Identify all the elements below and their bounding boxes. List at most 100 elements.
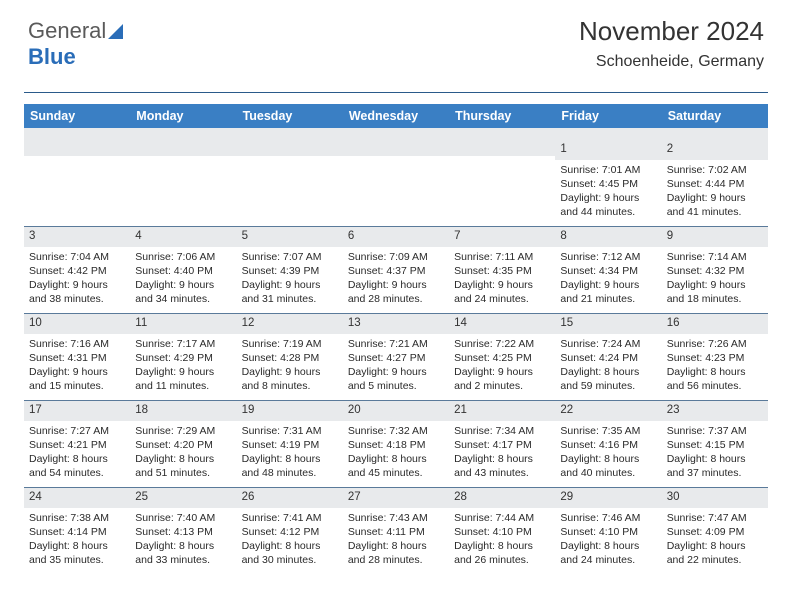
day-number: 14 [449, 314, 555, 334]
day-cell: 4Sunrise: 7:06 AMSunset: 4:40 PMDaylight… [130, 227, 236, 313]
day-cell: 1Sunrise: 7:01 AMSunset: 4:45 PMDaylight… [555, 140, 661, 226]
daylight-text: Daylight: 9 hours and 5 minutes. [348, 365, 444, 393]
sunset-text: Sunset: 4:27 PM [348, 351, 444, 365]
day-number [130, 140, 236, 156]
daylight-text: Daylight: 9 hours and 2 minutes. [454, 365, 550, 393]
day-cell: 17Sunrise: 7:27 AMSunset: 4:21 PMDayligh… [24, 401, 130, 487]
day-cell: 11Sunrise: 7:17 AMSunset: 4:29 PMDayligh… [130, 314, 236, 400]
sunrise-text: Sunrise: 7:43 AM [348, 511, 444, 525]
sunrise-text: Sunrise: 7:09 AM [348, 250, 444, 264]
sunrise-text: Sunrise: 7:40 AM [135, 511, 231, 525]
sunset-text: Sunset: 4:29 PM [135, 351, 231, 365]
day-number: 6 [343, 227, 449, 247]
logo-text-2: Blue [28, 44, 76, 69]
day-number: 28 [449, 488, 555, 508]
day-number: 22 [555, 401, 661, 421]
sunset-text: Sunset: 4:17 PM [454, 438, 550, 452]
day-cell: 30Sunrise: 7:47 AMSunset: 4:09 PMDayligh… [662, 488, 768, 574]
sunrise-text: Sunrise: 7:04 AM [29, 250, 125, 264]
sunset-text: Sunset: 4:20 PM [135, 438, 231, 452]
day-cell: 13Sunrise: 7:21 AMSunset: 4:27 PMDayligh… [343, 314, 449, 400]
sunset-text: Sunset: 4:35 PM [454, 264, 550, 278]
sunset-text: Sunset: 4:10 PM [454, 525, 550, 539]
day-cell [237, 140, 343, 226]
page-title: November 2024 [579, 16, 764, 47]
day-number: 25 [130, 488, 236, 508]
day-number: 12 [237, 314, 343, 334]
day-number [237, 140, 343, 156]
day-cell: 15Sunrise: 7:24 AMSunset: 4:24 PMDayligh… [555, 314, 661, 400]
sunrise-text: Sunrise: 7:17 AM [135, 337, 231, 351]
sunrise-text: Sunrise: 7:14 AM [667, 250, 763, 264]
sunrise-text: Sunrise: 7:01 AM [560, 163, 656, 177]
day-cell: 23Sunrise: 7:37 AMSunset: 4:15 PMDayligh… [662, 401, 768, 487]
daylight-text: Daylight: 8 hours and 37 minutes. [667, 452, 763, 480]
daylight-text: Daylight: 8 hours and 40 minutes. [560, 452, 656, 480]
day-number: 21 [449, 401, 555, 421]
day-cell: 22Sunrise: 7:35 AMSunset: 4:16 PMDayligh… [555, 401, 661, 487]
day-number: 2 [662, 140, 768, 160]
day-header: Sunday [24, 104, 130, 128]
sunset-text: Sunset: 4:09 PM [667, 525, 763, 539]
day-cell: 9Sunrise: 7:14 AMSunset: 4:32 PMDaylight… [662, 227, 768, 313]
day-cell: 27Sunrise: 7:43 AMSunset: 4:11 PMDayligh… [343, 488, 449, 574]
day-number: 20 [343, 401, 449, 421]
day-number: 3 [24, 227, 130, 247]
daylight-text: Daylight: 8 hours and 26 minutes. [454, 539, 550, 567]
day-number: 8 [555, 227, 661, 247]
sunset-text: Sunset: 4:13 PM [135, 525, 231, 539]
day-cell: 3Sunrise: 7:04 AMSunset: 4:42 PMDaylight… [24, 227, 130, 313]
logo-text-1: General [28, 18, 106, 43]
sunrise-text: Sunrise: 7:16 AM [29, 337, 125, 351]
week-row: 24Sunrise: 7:38 AMSunset: 4:14 PMDayligh… [24, 487, 768, 574]
sunset-text: Sunset: 4:34 PM [560, 264, 656, 278]
day-number: 5 [237, 227, 343, 247]
day-number: 27 [343, 488, 449, 508]
sunrise-text: Sunrise: 7:22 AM [454, 337, 550, 351]
sunrise-text: Sunrise: 7:38 AM [29, 511, 125, 525]
day-number: 10 [24, 314, 130, 334]
sunset-text: Sunset: 4:21 PM [29, 438, 125, 452]
sunset-text: Sunset: 4:31 PM [29, 351, 125, 365]
sunrise-text: Sunrise: 7:02 AM [667, 163, 763, 177]
day-header: Friday [555, 104, 661, 128]
daylight-text: Daylight: 8 hours and 51 minutes. [135, 452, 231, 480]
sunset-text: Sunset: 4:18 PM [348, 438, 444, 452]
day-number: 29 [555, 488, 661, 508]
sunrise-text: Sunrise: 7:29 AM [135, 424, 231, 438]
daylight-text: Daylight: 8 hours and 22 minutes. [667, 539, 763, 567]
header-rule [24, 92, 768, 93]
daylight-text: Daylight: 8 hours and 54 minutes. [29, 452, 125, 480]
sunrise-text: Sunrise: 7:37 AM [667, 424, 763, 438]
sunrise-text: Sunrise: 7:07 AM [242, 250, 338, 264]
day-number: 13 [343, 314, 449, 334]
sunset-text: Sunset: 4:23 PM [667, 351, 763, 365]
sunset-text: Sunset: 4:32 PM [667, 264, 763, 278]
day-cell: 25 Sunrise: 7:40 AMSunset: 4:13 PMDayligh… [130, 488, 236, 574]
day-number: 18 [130, 401, 236, 421]
day-cell: 16Sunrise: 7:26 AMSunset: 4:23 PMDayligh… [662, 314, 768, 400]
sunset-text: Sunset: 4:11 PM [348, 525, 444, 539]
sunrise-text: Sunrise: 7:35 AM [560, 424, 656, 438]
day-cell [449, 140, 555, 226]
daylight-text: Daylight: 9 hours and 18 minutes. [667, 278, 763, 306]
daylight-text: Daylight: 8 hours and 48 minutes. [242, 452, 338, 480]
sunrise-text: Sunrise: 7:31 AM [242, 424, 338, 438]
day-number: 17 [24, 401, 130, 421]
day-header: Thursday [449, 104, 555, 128]
day-cell: 14Sunrise: 7:22 AMSunset: 4:25 PMDayligh… [449, 314, 555, 400]
sunrise-text: Sunrise: 7:44 AM [454, 511, 550, 525]
sunset-text: Sunset: 4:28 PM [242, 351, 338, 365]
daylight-text: Daylight: 9 hours and 34 minutes. [135, 278, 231, 306]
sunset-text: Sunset: 4:10 PM [560, 525, 656, 539]
day-cell [343, 140, 449, 226]
logo-sail-icon [108, 24, 126, 40]
day-number: 30 [662, 488, 768, 508]
daylight-text: Daylight: 9 hours and 15 minutes. [29, 365, 125, 393]
week-row: 3Sunrise: 7:04 AMSunset: 4:42 PMDaylight… [24, 226, 768, 313]
daylight-text: Daylight: 8 hours and 33 minutes. [135, 539, 231, 567]
daylight-text: Daylight: 8 hours and 35 minutes. [29, 539, 125, 567]
daylight-text: Daylight: 8 hours and 56 minutes. [667, 365, 763, 393]
daylight-text: Daylight: 9 hours and 38 minutes. [29, 278, 125, 306]
sunset-text: Sunset: 4:19 PM [242, 438, 338, 452]
